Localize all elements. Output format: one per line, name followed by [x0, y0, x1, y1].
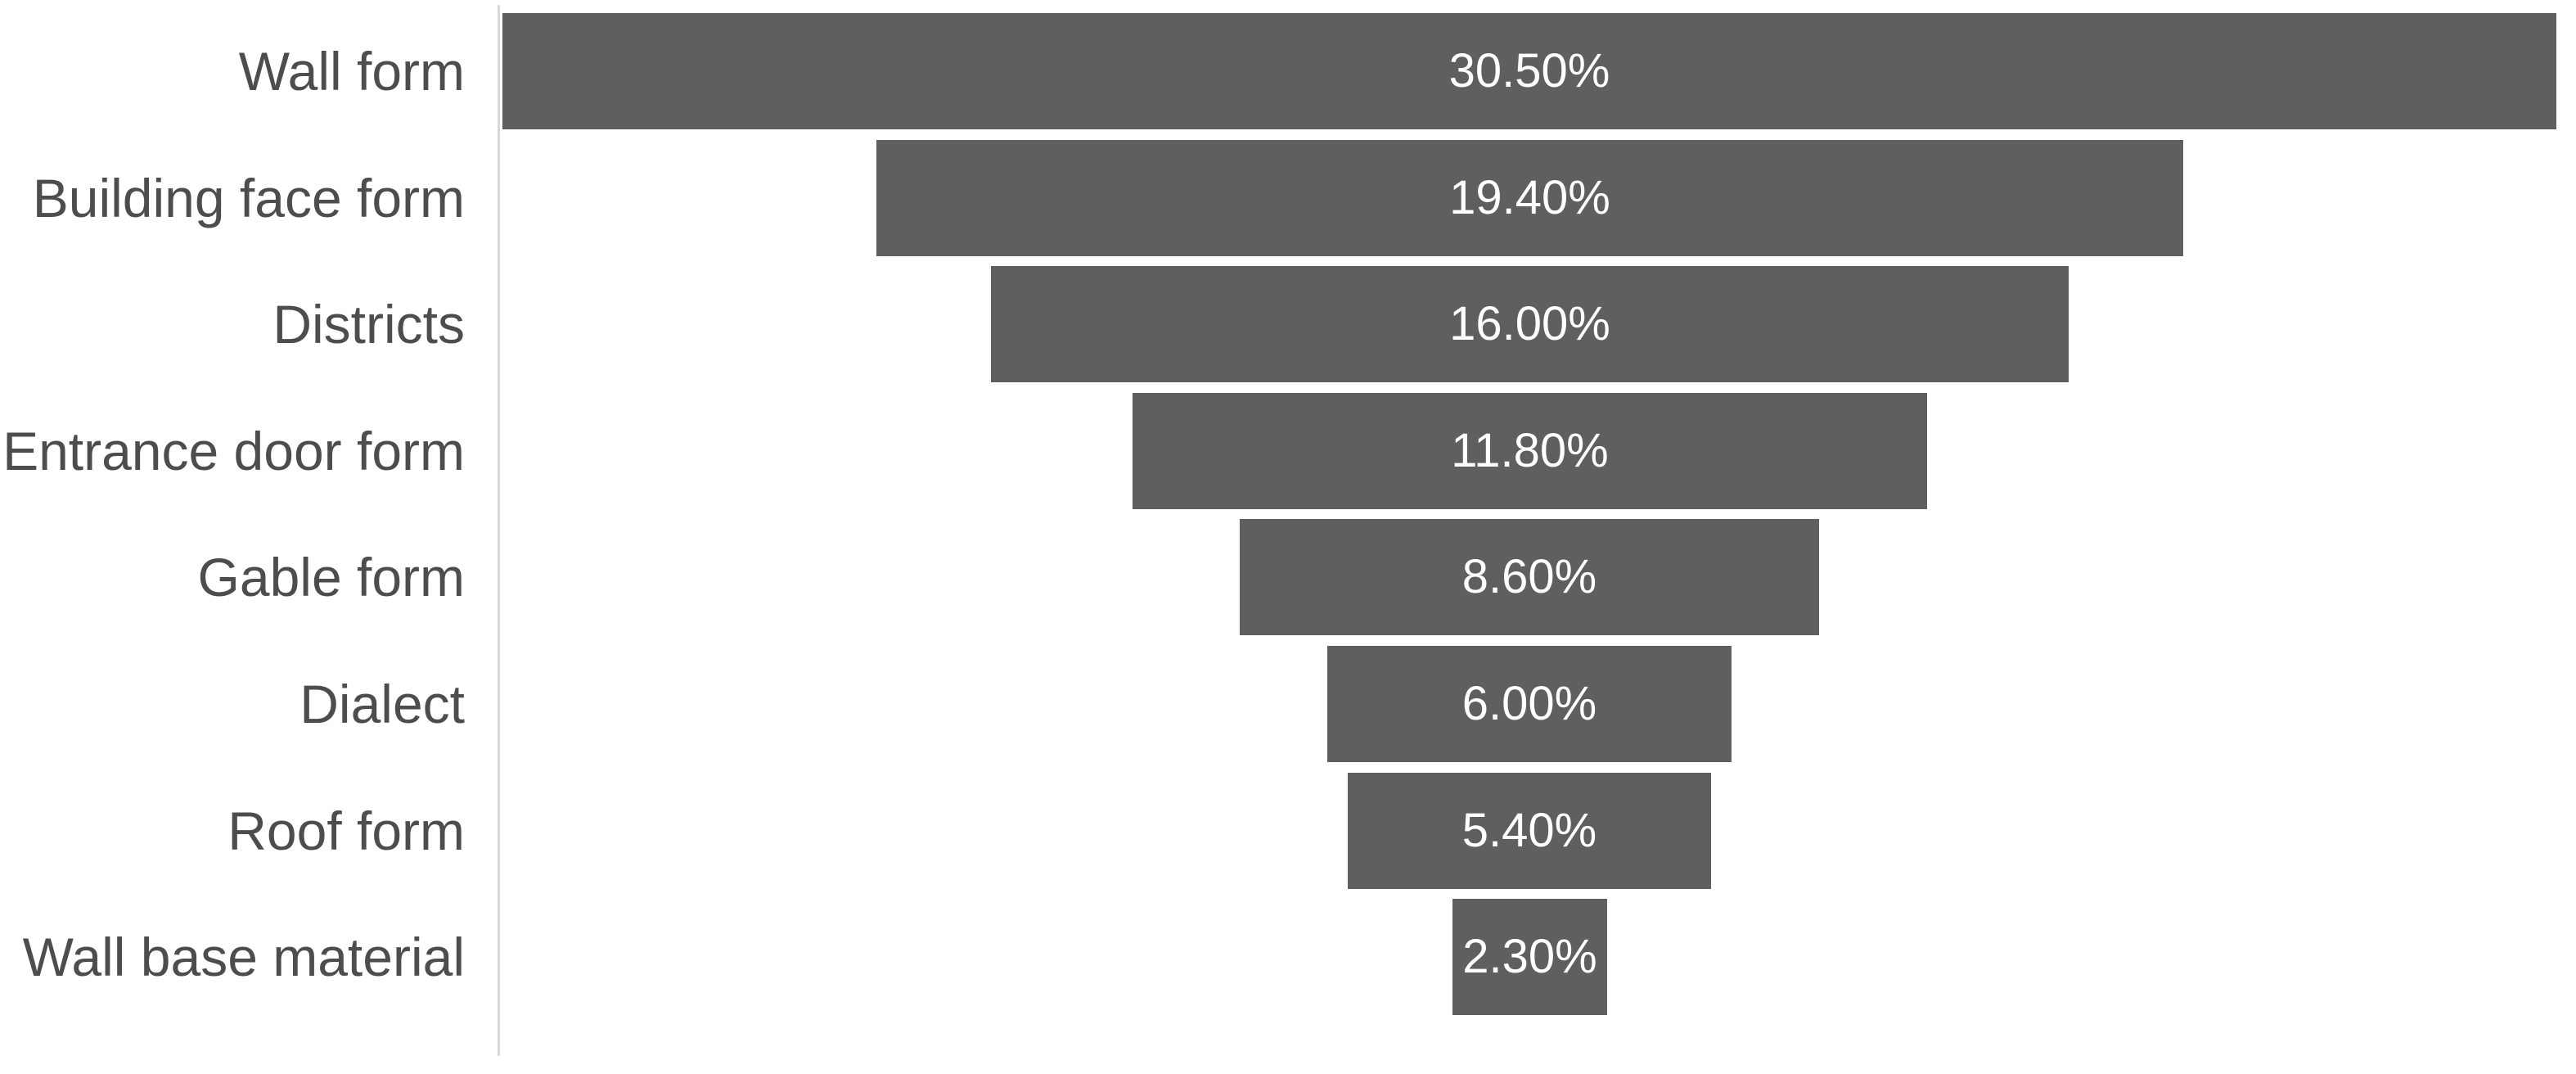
funnel-bar: 2.30% — [1452, 899, 1607, 1015]
funnel-row: Roof form 5.40% — [0, 773, 2576, 889]
bar-value-label: 2.30% — [1462, 930, 1597, 983]
funnel-bar: 8.60% — [1240, 519, 1819, 635]
funnel-row: Building face form 19.40% — [0, 140, 2576, 256]
funnel-bar: 16.00% — [991, 266, 2069, 382]
category-label: Dialect — [299, 674, 465, 734]
bar-value-label: 19.40% — [1449, 171, 1610, 224]
funnel-row: Dialect 6.00% — [0, 646, 2576, 762]
funnel-row: Wall base material 2.30% — [0, 899, 2576, 1015]
funnel-row: Wall form 30.50% — [0, 13, 2576, 129]
category-label: Wall form — [238, 41, 465, 102]
bar-value-label: 30.50% — [1448, 44, 1610, 97]
bar-value-label: 11.80% — [1451, 424, 1609, 477]
funnel-bar: 30.50% — [502, 13, 2556, 129]
category-label: Building face form — [32, 168, 465, 228]
category-axis-line — [498, 5, 500, 1056]
bar-value-label: 5.40% — [1461, 804, 1597, 857]
funnel-row: Entrance door form 11.80% — [0, 393, 2576, 509]
funnel-bar: 6.00% — [1327, 646, 1732, 762]
category-label: Gable form — [197, 547, 465, 607]
funnel-row: Gable form 8.60% — [0, 519, 2576, 635]
funnel-bar: 11.80% — [1133, 393, 1927, 509]
bar-value-label: 8.60% — [1461, 550, 1597, 603]
bar-value-label: 6.00% — [1461, 677, 1597, 730]
funnel-bar: 5.40% — [1348, 773, 1711, 889]
category-label: Entrance door form — [2, 421, 465, 481]
category-label: Wall base material — [22, 927, 465, 987]
category-label: Roof form — [227, 801, 465, 861]
bar-value-label: 16.00% — [1449, 297, 1610, 350]
funnel-row: Districts 16.00% — [0, 266, 2576, 382]
funnel-bar: 19.40% — [876, 140, 2183, 256]
category-label: Districts — [272, 294, 465, 354]
